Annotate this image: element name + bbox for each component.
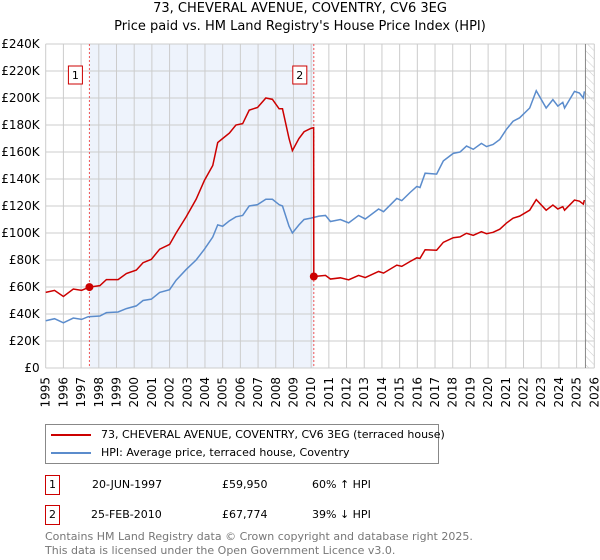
y-tick-label: £0: [24, 361, 39, 375]
x-tick-label: 2018: [446, 377, 460, 408]
legend-item-property: 73, CHEVERAL AVENUE, COVENTRY, CV6 3EG (…: [51, 426, 445, 443]
sale-hpi-diff: 60% ↑ HPI: [312, 478, 371, 491]
x-tick-label: 2026: [587, 377, 600, 408]
x-tick-label: 2024: [552, 377, 566, 408]
legend: 73, CHEVERAL AVENUE, COVENTRY, CV6 3EG (…: [45, 424, 445, 464]
sale-date: 25-FEB-2010: [91, 508, 162, 521]
x-tick-label: 2013: [357, 377, 371, 408]
x-tick-label: 2011: [322, 377, 336, 408]
y-tick-label: £80K: [9, 253, 41, 267]
table-row: 2 25-FEB-2010 £67,774 39% ↓ HPI: [45, 505, 445, 525]
x-tick-label: 2009: [286, 377, 300, 408]
x-tick-label: 1999: [109, 377, 123, 408]
x-tick-label: 2016: [410, 377, 424, 408]
x-tick-label: 2008: [269, 377, 283, 408]
x-tick-label: 2015: [393, 377, 407, 408]
footer-copyright: Contains HM Land Registry data © Crown c…: [45, 530, 473, 543]
sale-label-box: [292, 65, 308, 85]
sale-point: [309, 272, 318, 281]
x-tick-label: 2020: [481, 377, 495, 408]
y-tick-label: £240K: [1, 37, 41, 51]
y-tick-label: £120K: [1, 199, 41, 213]
x-tick-label: 2022: [517, 377, 531, 408]
x-tick-label: 2012: [340, 377, 354, 408]
y-tick-label: £180K: [1, 118, 41, 132]
series-line-property: [45, 97, 586, 298]
x-tick-label: 2014: [375, 377, 389, 408]
legend-label-property: 73, CHEVERAL AVENUE, COVENTRY, CV6 3EG (…: [101, 427, 445, 441]
legend-label-hpi: HPI: Average price, terraced house, Cove…: [101, 445, 350, 459]
x-tick-label: 2007: [251, 377, 265, 408]
y-tick-label: £20K: [9, 334, 41, 348]
x-tick-label: 2025: [570, 377, 584, 408]
sale-label: 2: [296, 69, 303, 82]
x-tick-label: 2003: [180, 377, 194, 408]
x-tick-label: 1997: [74, 377, 88, 408]
x-tick-label: 1995: [39, 377, 53, 408]
x-tick-label: 2001: [145, 377, 159, 408]
sale-price: £59,950: [222, 478, 268, 491]
x-tick-label: 2021: [499, 377, 513, 408]
sale-hpi-diff: 39% ↓ HPI: [312, 508, 371, 521]
x-tick-label: 2019: [463, 377, 477, 408]
legend-swatch-hpi: [51, 451, 91, 454]
y-tick-label: £140K: [1, 172, 41, 186]
sale-badge: 1: [45, 475, 60, 495]
series-line-hpi: [45, 88, 586, 324]
y-tick-label: £200K: [1, 91, 41, 105]
y-tick-label: £60K: [9, 280, 41, 294]
table-row: 1 20-JUN-1997 £59,950 60% ↑ HPI: [45, 475, 445, 495]
sale-label: 1: [72, 69, 79, 82]
x-tick-label: 2023: [534, 377, 548, 408]
x-tick-label: 1996: [56, 377, 70, 408]
x-tick-label: 2000: [127, 377, 141, 408]
price-chart: 1995 1996 1997 1998 1999 2000 2001 2002 2003 2004…: [1, 37, 600, 408]
sale-date: 20-JUN-1997: [92, 478, 163, 491]
y-tick-label: £40K: [9, 307, 41, 321]
x-tick-label: 2005: [216, 377, 230, 408]
x-tick-label: 1998: [92, 377, 106, 408]
legend-swatch-property: [51, 433, 91, 436]
y-tick-label: £100K: [1, 226, 41, 240]
y-tick-label: £220K: [1, 64, 41, 78]
sale-price: £67,774: [222, 508, 268, 521]
x-tick-label: 2004: [198, 377, 212, 408]
footer-licence: This data is licensed under the Open Gov…: [45, 544, 396, 557]
y-tick-label: £160K: [1, 145, 41, 159]
x-tick-label: 2010: [304, 377, 318, 408]
x-tick-label: 2006: [233, 377, 247, 408]
sale-point: [85, 283, 94, 292]
chart-title: 73, CHEVERAL AVENUE, COVENTRY, CV6 3EG: [153, 1, 447, 16]
chart-subtitle: Price paid vs. HM Land Registry's House …: [114, 19, 486, 34]
x-tick-label: 2017: [428, 377, 442, 408]
sale-badge: 2: [45, 505, 60, 525]
legend-item-hpi: HPI: Average price, terraced house, Cove…: [51, 444, 350, 461]
sale-label-box: [67, 65, 83, 85]
x-tick-label: 2002: [163, 377, 177, 408]
